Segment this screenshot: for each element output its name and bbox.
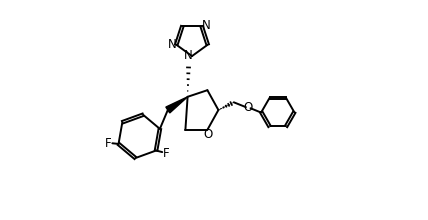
Text: O: O <box>244 101 253 114</box>
Text: O: O <box>203 128 213 141</box>
Text: F: F <box>105 137 111 150</box>
Text: N: N <box>202 19 211 32</box>
Polygon shape <box>166 97 187 113</box>
Text: F: F <box>163 147 170 160</box>
Text: N: N <box>167 38 176 51</box>
Text: N: N <box>184 49 193 62</box>
